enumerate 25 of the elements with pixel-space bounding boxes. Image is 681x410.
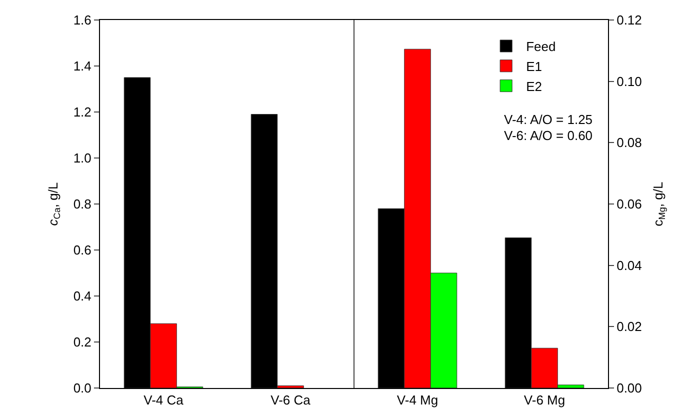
y-tick-label: 1.6 — [73, 12, 92, 28]
x-tick-label: V-6 Ca — [270, 392, 312, 408]
y2-tick-label: 0.08 — [616, 135, 642, 150]
y-tick-label: 0.4 — [73, 288, 92, 304]
y-tick-label: 1.4 — [73, 58, 92, 74]
x-tick-label: V-6 Mg — [524, 392, 566, 408]
legend-label: E1 — [526, 58, 542, 74]
y2-tick-label: 0.10 — [616, 74, 642, 89]
x-tick-label: V-4 Mg — [396, 392, 438, 408]
y2-tick-label: 0.00 — [616, 380, 642, 396]
y-tick-label: 0.6 — [73, 242, 92, 258]
y2-tick-label: 0.06 — [616, 196, 642, 212]
annotation: V-6: A/O = 0.60 — [504, 128, 593, 143]
y-tick-label: 1.2 — [73, 104, 92, 120]
x-tick-label: V-4 Ca — [144, 392, 184, 408]
y2-tick-label: 0.02 — [616, 319, 642, 334]
y-tick-label: 0.8 — [73, 196, 92, 212]
legend-label: E2 — [526, 78, 542, 94]
y-tick-label: 1.0 — [73, 150, 92, 166]
y-tick-label: 0.2 — [73, 334, 92, 350]
y-tick-label: 0.0 — [73, 380, 92, 396]
y2-tick-label: 0.04 — [616, 258, 642, 273]
legend-label: Feed — [526, 39, 556, 54]
y2-tick-label: 0.12 — [616, 12, 642, 28]
annotation: V-4: A/O = 1.25 — [504, 112, 593, 127]
